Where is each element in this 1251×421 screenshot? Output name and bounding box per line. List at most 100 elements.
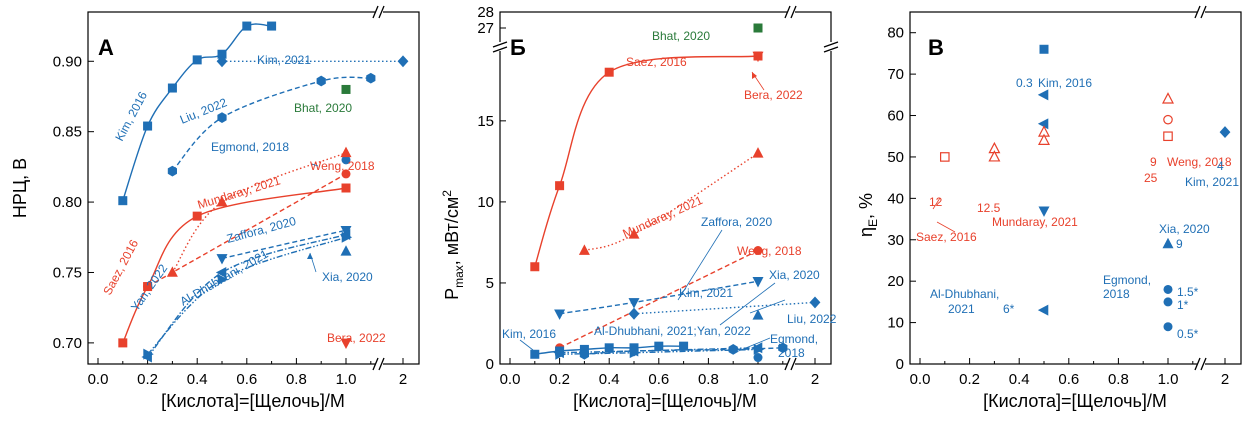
- x-tick-label: 0.2: [137, 371, 158, 388]
- label-9-xia: 9: [1176, 237, 1183, 251]
- label-9-weng: 9: [1150, 155, 1157, 169]
- panel-b-ylabel: Pmax, мВт/см2: [440, 190, 466, 300]
- point-al-dhubhani-2021: [215, 266, 227, 278]
- label-kim-2021: Kim, 2021: [1185, 175, 1239, 189]
- label-yan-2022: Yan, 2022: [697, 324, 751, 338]
- axis-break-mark: [492, 41, 508, 48]
- y-tick-label: 60: [887, 108, 904, 125]
- axis-break-mark: [372, 5, 379, 19]
- point-kim-2016: [167, 83, 177, 93]
- axis-break-mark: [823, 41, 839, 48]
- label-al-dhubhani-year: 2021: [948, 302, 975, 316]
- panel-a-label: А: [98, 35, 114, 60]
- label-1: 1*: [1177, 298, 1189, 312]
- label-saez-2016: Saez, 2016: [100, 237, 141, 297]
- panel-a-markers: [118, 21, 409, 363]
- point-saez-2016: [939, 152, 950, 162]
- label-kim-2021: Kim, 2021: [679, 286, 733, 300]
- point-bhat-2020: [753, 23, 763, 33]
- x-tick-label: 0.0: [500, 371, 521, 388]
- label-xia-2020: Xia, 2020: [322, 270, 373, 284]
- x-tick-label: 0.8: [1108, 371, 1129, 388]
- panel-b-pointers: [519, 71, 786, 353]
- y-tick-label: 80: [887, 25, 904, 42]
- point-red-open-square: [1163, 131, 1173, 142]
- point-saez-2016: [555, 181, 565, 191]
- label-weng-2018: Weng, 2018: [1167, 155, 1232, 169]
- point-kim-2021: [628, 307, 640, 320]
- panel-a-pointers: [307, 163, 319, 273]
- axis-break-gap: [493, 42, 507, 51]
- panel-c-label: В: [928, 35, 944, 60]
- point-liu-2022: [579, 348, 590, 360]
- label-12-5: 12.5: [977, 201, 1001, 215]
- point-zaffora-2020: [554, 309, 566, 320]
- point-kim-2016: [530, 349, 540, 359]
- panel-a: А [Кислота]=[Щелочь]/M НРЦ, В 0.0 0.2 0.4 0…: [10, 5, 420, 411]
- panel-b: Б [Кислота]=[Щелочь]/M Pmax, мВт/см2 0.0…: [440, 4, 839, 411]
- series-line-weng-2018: [147, 173, 347, 288]
- label-saez-2016: Saez, 2016: [626, 55, 687, 69]
- point-liu-2022: [316, 75, 326, 87]
- axis-break-mark: [378, 5, 385, 19]
- label-bhat-2020: Bhat, 2020: [652, 29, 710, 43]
- label-mundaray-2021: Mundaray, 2021: [621, 193, 705, 241]
- point-mundaray-2021: [1038, 133, 1050, 145]
- panel-c-ylabel: ηE, %: [856, 193, 880, 237]
- y-tick-label: 0.70: [53, 335, 82, 352]
- point-liu-2022: [167, 165, 177, 177]
- label-mundaray-2021: Mundaray, 2021: [196, 173, 282, 212]
- panel-a-ticks: 0.0 0.2 0.4 0.6 0.8 1.0 2 0.70 0.75 0.80 0.85 0.90: [53, 5, 407, 388]
- point-saez-2016: [341, 183, 351, 193]
- axis-break-mark: [1194, 357, 1201, 371]
- point-kim-2016: [118, 196, 128, 206]
- point-mundaray-2021: [988, 150, 1001, 162]
- series-line-saez-2016: [122, 187, 347, 344]
- label-kim-2016: Kim, 2016: [1038, 76, 1092, 90]
- label-saez-2016: Saez, 2016: [916, 230, 977, 244]
- point-kim-2016: [242, 21, 252, 31]
- panel-a-ylabel: НРЦ, В: [10, 158, 30, 218]
- point-mundaray-2021: [628, 228, 640, 239]
- axis-break-mark: [823, 46, 839, 53]
- label-6: 6*: [1003, 302, 1015, 316]
- x-tick-label: 0.6: [648, 371, 669, 388]
- panel-b-annotations: Bhat, 2020 Saez, 2016 Bera, 2022 Mundara…: [502, 29, 837, 360]
- point-xia-2020: [340, 245, 352, 256]
- x-tick-label: 2: [1221, 371, 1229, 388]
- point-liu-2022: [728, 344, 738, 355]
- point-zaffora-2020: [752, 277, 764, 288]
- point-saez-2016: [604, 67, 614, 77]
- label-0-5: 0.5*: [1177, 327, 1199, 341]
- label-zaffora-2020: Zaffora, 2020: [225, 214, 298, 246]
- point-egmond-2018: [753, 353, 763, 363]
- point-al-dhubhani-2021: [1037, 304, 1049, 316]
- label-egmond: Egmond,: [1103, 273, 1151, 287]
- axis-break-mark: [1200, 5, 1207, 19]
- axis-break-mark: [784, 357, 791, 371]
- y-tick-label: 0.85: [53, 124, 82, 141]
- x-tick-label: 0.4: [1009, 371, 1030, 388]
- panel-b-frame: [499, 11, 832, 365]
- point-saez-2016: [143, 282, 153, 292]
- x-tick-label: 0.2: [549, 371, 570, 388]
- y-tick-label: 10: [887, 315, 904, 332]
- point-egmond-2018: [1163, 297, 1173, 307]
- label-zaffora-2020: Zaffora, 2020: [701, 215, 772, 229]
- point-liu-2022: [366, 72, 376, 84]
- y-tick-label: 0: [486, 356, 494, 373]
- axis-break-gap: [1197, 357, 1205, 371]
- label-xia-2020: Xia, 2020: [769, 268, 820, 282]
- y-tick-label: 5: [486, 275, 494, 292]
- panel-c: В [Кислота]=[Щелочь]/M ηE, % 0.0 0.2 0.4 0.…: [856, 5, 1242, 411]
- point-egmond-2018: [1163, 284, 1173, 294]
- point-kim-2021: [809, 296, 821, 309]
- series-line-mundaray-2021: [584, 152, 759, 252]
- y-tick-label: 0.75: [53, 264, 82, 281]
- x-tick-label: 1.0: [748, 371, 769, 388]
- panel-b-xlabel: [Кислота]=[Щелочь]/M: [573, 391, 757, 411]
- point-weng-2018: [1163, 114, 1173, 125]
- y-tick-label: 20: [887, 273, 904, 290]
- axis-break-gap: [375, 5, 383, 19]
